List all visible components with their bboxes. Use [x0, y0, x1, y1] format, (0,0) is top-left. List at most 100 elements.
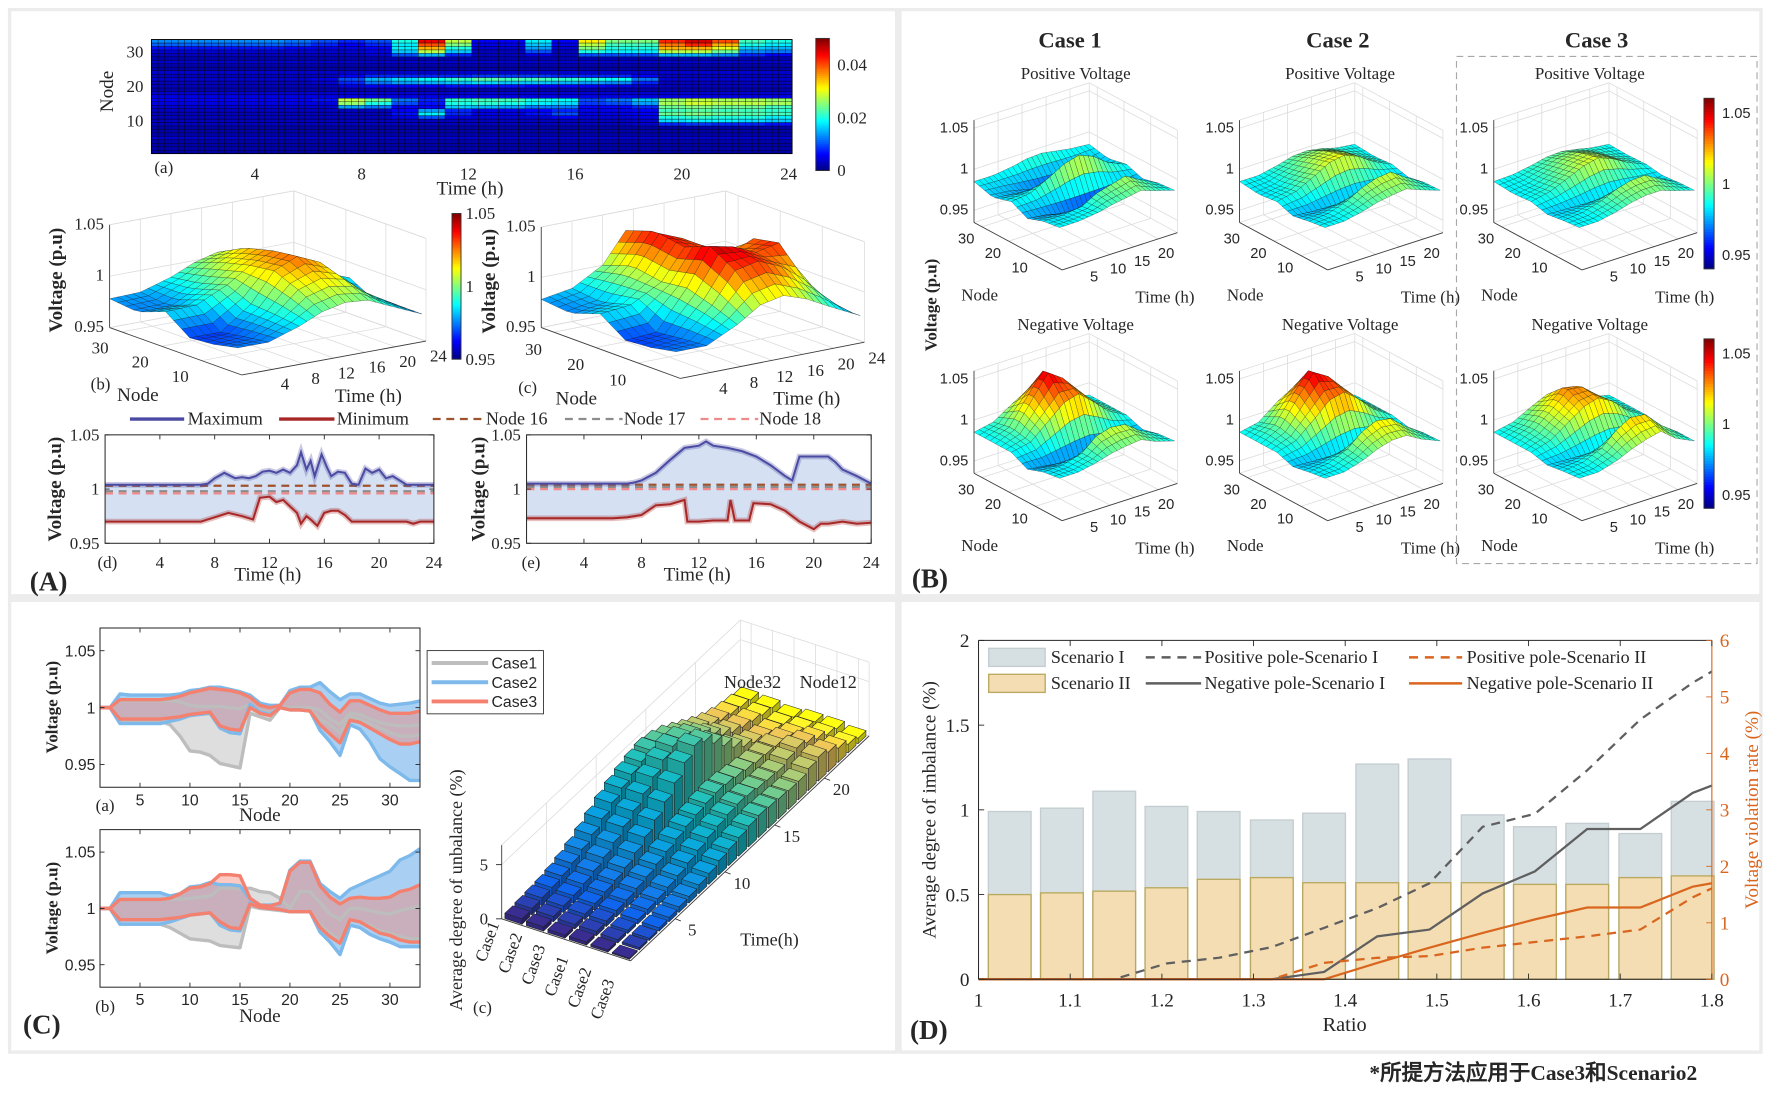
heatmap-cell — [231, 70, 239, 75]
heatmap-cell — [698, 111, 706, 116]
heatmap-cell — [251, 53, 259, 57]
heatmap-cell — [498, 63, 506, 68]
heatmap-cell — [364, 56, 372, 61]
heatmap-cell — [298, 108, 306, 113]
heatmap-cell — [398, 105, 406, 109]
heatmap-cell — [351, 67, 359, 71]
heatmap-cell — [424, 105, 432, 109]
heatmap-cell — [565, 118, 573, 123]
heatmap-cell — [224, 146, 232, 151]
heatmap-cell — [284, 149, 292, 154]
heatmap-cell — [691, 132, 699, 137]
heatmap-cell — [378, 77, 386, 82]
heatmap-cell — [404, 73, 412, 78]
heatmap-cell — [618, 129, 626, 134]
heatmap-cell — [244, 139, 252, 144]
heatmap-colorbar-segment — [815, 69, 830, 72]
heatmap-cell — [244, 91, 252, 96]
heatmap-cell — [531, 56, 539, 61]
heatmap-cell — [304, 149, 312, 154]
heatmap-cell — [338, 122, 346, 127]
heatmap-cell — [691, 91, 699, 96]
heatmap-cell — [605, 98, 613, 102]
gridline — [1354, 90, 1444, 139]
heatmap-cell — [691, 63, 699, 68]
heatmap-cell — [404, 77, 412, 82]
heatmap-cell — [251, 60, 259, 64]
heatmap-cell — [705, 105, 713, 109]
heatmap-cell — [731, 80, 739, 85]
heatmap-cell — [237, 56, 246, 61]
heatmap-cell — [598, 111, 606, 116]
heatmap-cell — [177, 101, 185, 106]
heatmap-cell — [324, 115, 332, 120]
heatmap-cell — [351, 122, 359, 127]
gridline — [973, 90, 1090, 129]
heatmap-cell — [551, 108, 559, 113]
heatmap-cell — [605, 63, 613, 68]
heatmap-cell — [431, 46, 439, 51]
heatmap-cell — [671, 77, 679, 82]
heatmap-cell — [638, 84, 646, 89]
heatmap-cell — [231, 98, 239, 102]
heatmap-cell — [591, 49, 599, 54]
heatmap-cell — [418, 132, 426, 137]
heatmap-cell — [671, 108, 679, 113]
surface-colorbar-segment — [451, 236, 462, 239]
heatmap-cell — [458, 129, 466, 134]
heatmap-cell — [358, 87, 366, 92]
heatmap-cell — [164, 115, 172, 120]
heatmap-cell — [758, 80, 766, 85]
heatmap-cell — [371, 63, 379, 68]
heatmap-cell — [197, 91, 205, 96]
heatmap-cell — [471, 87, 479, 92]
heatmap-cell — [424, 80, 432, 85]
heatmap-cell — [324, 80, 332, 85]
heatmap-cell — [384, 70, 392, 75]
heatmap-cell — [271, 70, 279, 75]
heatmap-cell — [184, 132, 192, 137]
heatmap-cell — [765, 132, 773, 137]
heatmap-cell — [785, 67, 793, 71]
heatmap-cell — [498, 80, 506, 85]
heatmap-cell — [504, 136, 512, 140]
heatmap-cell — [211, 108, 219, 113]
heatmap-cell — [538, 84, 546, 89]
heatmap-cell — [538, 149, 546, 154]
heatmap-cell — [638, 39, 646, 44]
heatmap-cell — [224, 118, 232, 123]
heatmap-cell — [631, 105, 639, 109]
heatmap-cell — [371, 149, 379, 154]
series-line-minimum — [105, 495, 434, 528]
heatmap-cell — [451, 132, 459, 137]
heatmap-cell — [338, 80, 346, 85]
heatmap-cell — [705, 129, 713, 134]
heatmap-cell — [738, 56, 746, 61]
heatmap-cell — [484, 111, 492, 116]
heatmap-cell — [498, 53, 506, 57]
heatmap-cell — [378, 67, 386, 71]
heatmap-cell — [471, 98, 479, 102]
heatmap-cell — [751, 129, 759, 134]
heatmap-cell — [705, 73, 713, 78]
heatmap-cell — [391, 122, 399, 127]
heatmap-cell — [324, 111, 332, 116]
heatmap-cell — [478, 42, 486, 47]
heatmap-cell — [184, 49, 192, 54]
heatmap-cell — [765, 98, 773, 102]
heatmap-cell — [298, 122, 306, 127]
heatmap-cell — [498, 105, 506, 109]
heatmap-cell — [151, 132, 159, 137]
heatmap-cell — [598, 77, 606, 82]
heatmap-cell — [638, 80, 646, 85]
heatmap-cell — [698, 53, 706, 57]
heatmap-cell — [524, 46, 532, 51]
heatmap-cell — [391, 49, 399, 54]
heatmap-cell — [438, 98, 446, 102]
heatmap-cell — [771, 132, 779, 137]
heatmap-cell — [224, 125, 232, 130]
heatmap-cell — [464, 87, 472, 92]
heatmap-cell — [731, 84, 739, 89]
heatmap-cell — [625, 67, 633, 71]
heatmap-cell — [384, 136, 392, 140]
